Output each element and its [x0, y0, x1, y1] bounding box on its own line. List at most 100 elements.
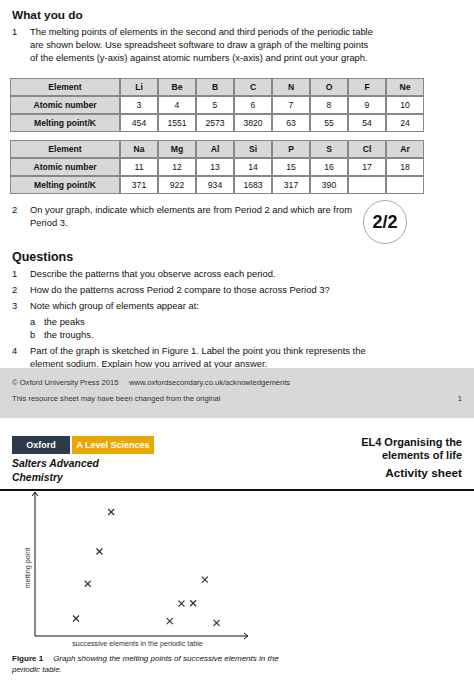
- point-stroke: [73, 615, 79, 621]
- table-cell: Na: [120, 140, 158, 158]
- point: [178, 601, 184, 607]
- page-number: 1: [458, 394, 462, 403]
- table-cell: B: [196, 78, 234, 96]
- questions-heading: Questions: [12, 250, 73, 265]
- sheet-type: Activity sheet: [385, 466, 462, 480]
- question-line: How do the patterns across Period 2 comp…: [30, 284, 330, 295]
- table-cell: 55: [310, 114, 348, 132]
- points: [73, 509, 220, 626]
- badge: 2/2: [363, 200, 407, 244]
- table-cell: Melting point/K: [10, 176, 120, 194]
- point-stroke: [167, 618, 173, 624]
- point-stroke: [96, 548, 102, 554]
- series-title: Salters Advanced: [12, 458, 99, 470]
- logo-box: Oxford: [12, 436, 70, 454]
- table-cell: N: [272, 78, 310, 96]
- table-cell: 11: [120, 158, 158, 176]
- item-number: 3: [12, 300, 17, 311]
- point-stroke: [178, 601, 184, 607]
- table-cell: 8: [310, 96, 348, 114]
- table-cell: 63: [272, 114, 310, 132]
- point-stroke: [202, 577, 208, 583]
- table-cell: Atomic number: [10, 158, 120, 176]
- question-line: Describe the patterns that you observe a…: [30, 268, 275, 279]
- intro-line: are shown below. Use spreadsheet softwar…: [30, 39, 368, 50]
- table-cell: 7: [272, 96, 310, 114]
- table-cell: Element: [10, 140, 120, 158]
- point-stroke: [178, 601, 184, 607]
- table-cell: O: [310, 78, 348, 96]
- part-text: the peaks: [44, 316, 85, 327]
- x-axis-line: [35, 636, 248, 637]
- table-cell: Be: [158, 78, 196, 96]
- table-cell: 15: [272, 158, 310, 176]
- intro-line: of the elements (y-axis) against atomic …: [30, 52, 368, 63]
- table-cell: 18: [386, 158, 424, 176]
- chart: successive elements in the periodic tabl…: [0, 0, 474, 687]
- table-cell: S: [310, 140, 348, 158]
- point: [96, 548, 102, 554]
- table-cell: 371: [120, 176, 158, 194]
- item-number: 2: [12, 284, 17, 295]
- logo-box: A Level Sciences: [72, 436, 154, 454]
- table-cell: 10: [386, 96, 424, 114]
- table-cell: F: [348, 78, 386, 96]
- point-line: On your graph, indicate which elements a…: [30, 204, 352, 215]
- item-number: 2: [12, 204, 17, 215]
- heading: What you do: [12, 8, 83, 22]
- item-number: 1: [12, 268, 17, 279]
- table-cell: [386, 176, 424, 194]
- table-cell: 5: [196, 96, 234, 114]
- table-cell: 1683: [234, 176, 272, 194]
- point-stroke: [214, 620, 220, 626]
- table-cell: [348, 176, 386, 194]
- item-number: 4: [12, 345, 17, 356]
- table-cell: 934: [196, 176, 234, 194]
- table-cell: Cl: [348, 140, 386, 158]
- point-stroke: [108, 509, 114, 515]
- question-line: Part of the graph is sketched in Figure …: [30, 345, 366, 356]
- y-axis-label: melting point: [23, 548, 32, 589]
- footer-band: [0, 368, 474, 418]
- caption-line: periodic table.: [12, 665, 62, 675]
- point: [202, 577, 208, 583]
- table-cell: 3: [120, 96, 158, 114]
- point-stroke: [73, 615, 79, 621]
- table-cell: Element: [10, 78, 120, 96]
- item-number: 1: [12, 26, 17, 37]
- footer-text: This resource sheet may have been change…: [12, 394, 221, 403]
- table-cell: 13: [196, 158, 234, 176]
- intro-line: The melting points of elements in the se…: [30, 26, 373, 37]
- point-stroke: [190, 600, 196, 606]
- table-cell: P: [272, 140, 310, 158]
- table-cell: 2573: [196, 114, 234, 132]
- caption-line: Graph showing the melting points of succ…: [53, 654, 278, 664]
- table-cell: C: [234, 78, 272, 96]
- point: [190, 600, 196, 606]
- table-cell: 3820: [234, 114, 272, 132]
- table-cell: Li: [120, 78, 158, 96]
- point: [85, 581, 91, 587]
- table-cell: 54: [348, 114, 386, 132]
- point-stroke: [167, 618, 173, 624]
- table-cell: 6: [234, 96, 272, 114]
- point: [214, 620, 220, 626]
- part-letter: b: [30, 329, 35, 340]
- y-axis-arrow: [32, 492, 38, 496]
- y-axis-line: [35, 492, 36, 636]
- point: [108, 509, 114, 515]
- table-cell: Melting point/K: [10, 114, 120, 132]
- table-cell: 24: [386, 114, 424, 132]
- question-line: Note which group of elements appear at:: [30, 300, 199, 311]
- point-stroke: [85, 581, 91, 587]
- table-cell: 390: [310, 176, 348, 194]
- x-axis-arrow: [244, 633, 248, 639]
- point-stroke: [202, 577, 208, 583]
- table-cell: Al: [196, 140, 234, 158]
- table-cell: 12: [158, 158, 196, 176]
- point-line: Period 3.: [30, 217, 68, 228]
- table-cell: 14: [234, 158, 272, 176]
- point: [167, 618, 173, 624]
- x-axis-label: successive elements in the periodic tabl…: [72, 639, 203, 648]
- point-stroke: [214, 620, 220, 626]
